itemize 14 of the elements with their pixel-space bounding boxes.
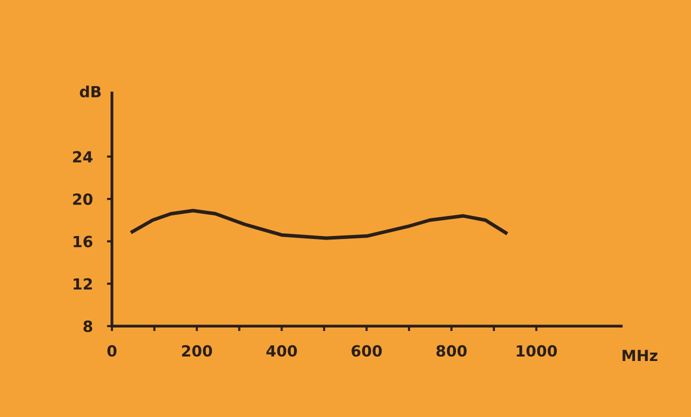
x-tick-label: 0 xyxy=(107,345,117,357)
y-tick-label: 12 xyxy=(74,278,92,290)
x-tick-label: 600 xyxy=(352,345,382,357)
x-tick-label: 800 xyxy=(436,345,467,357)
x-tick-label: 400 xyxy=(266,345,297,357)
x-tick-label: 1000 xyxy=(516,345,557,357)
y-tick-label: 20 xyxy=(73,193,92,205)
y-tick-label: 16 xyxy=(74,236,92,248)
y-axis-title: dB xyxy=(80,86,101,98)
x-axis-title: MHz xyxy=(622,350,658,362)
x-tick-label: 200 xyxy=(182,345,212,357)
y-tick-label: 24 xyxy=(73,151,92,162)
y-tick-label: 8 xyxy=(83,320,92,332)
line-series xyxy=(130,208,508,240)
